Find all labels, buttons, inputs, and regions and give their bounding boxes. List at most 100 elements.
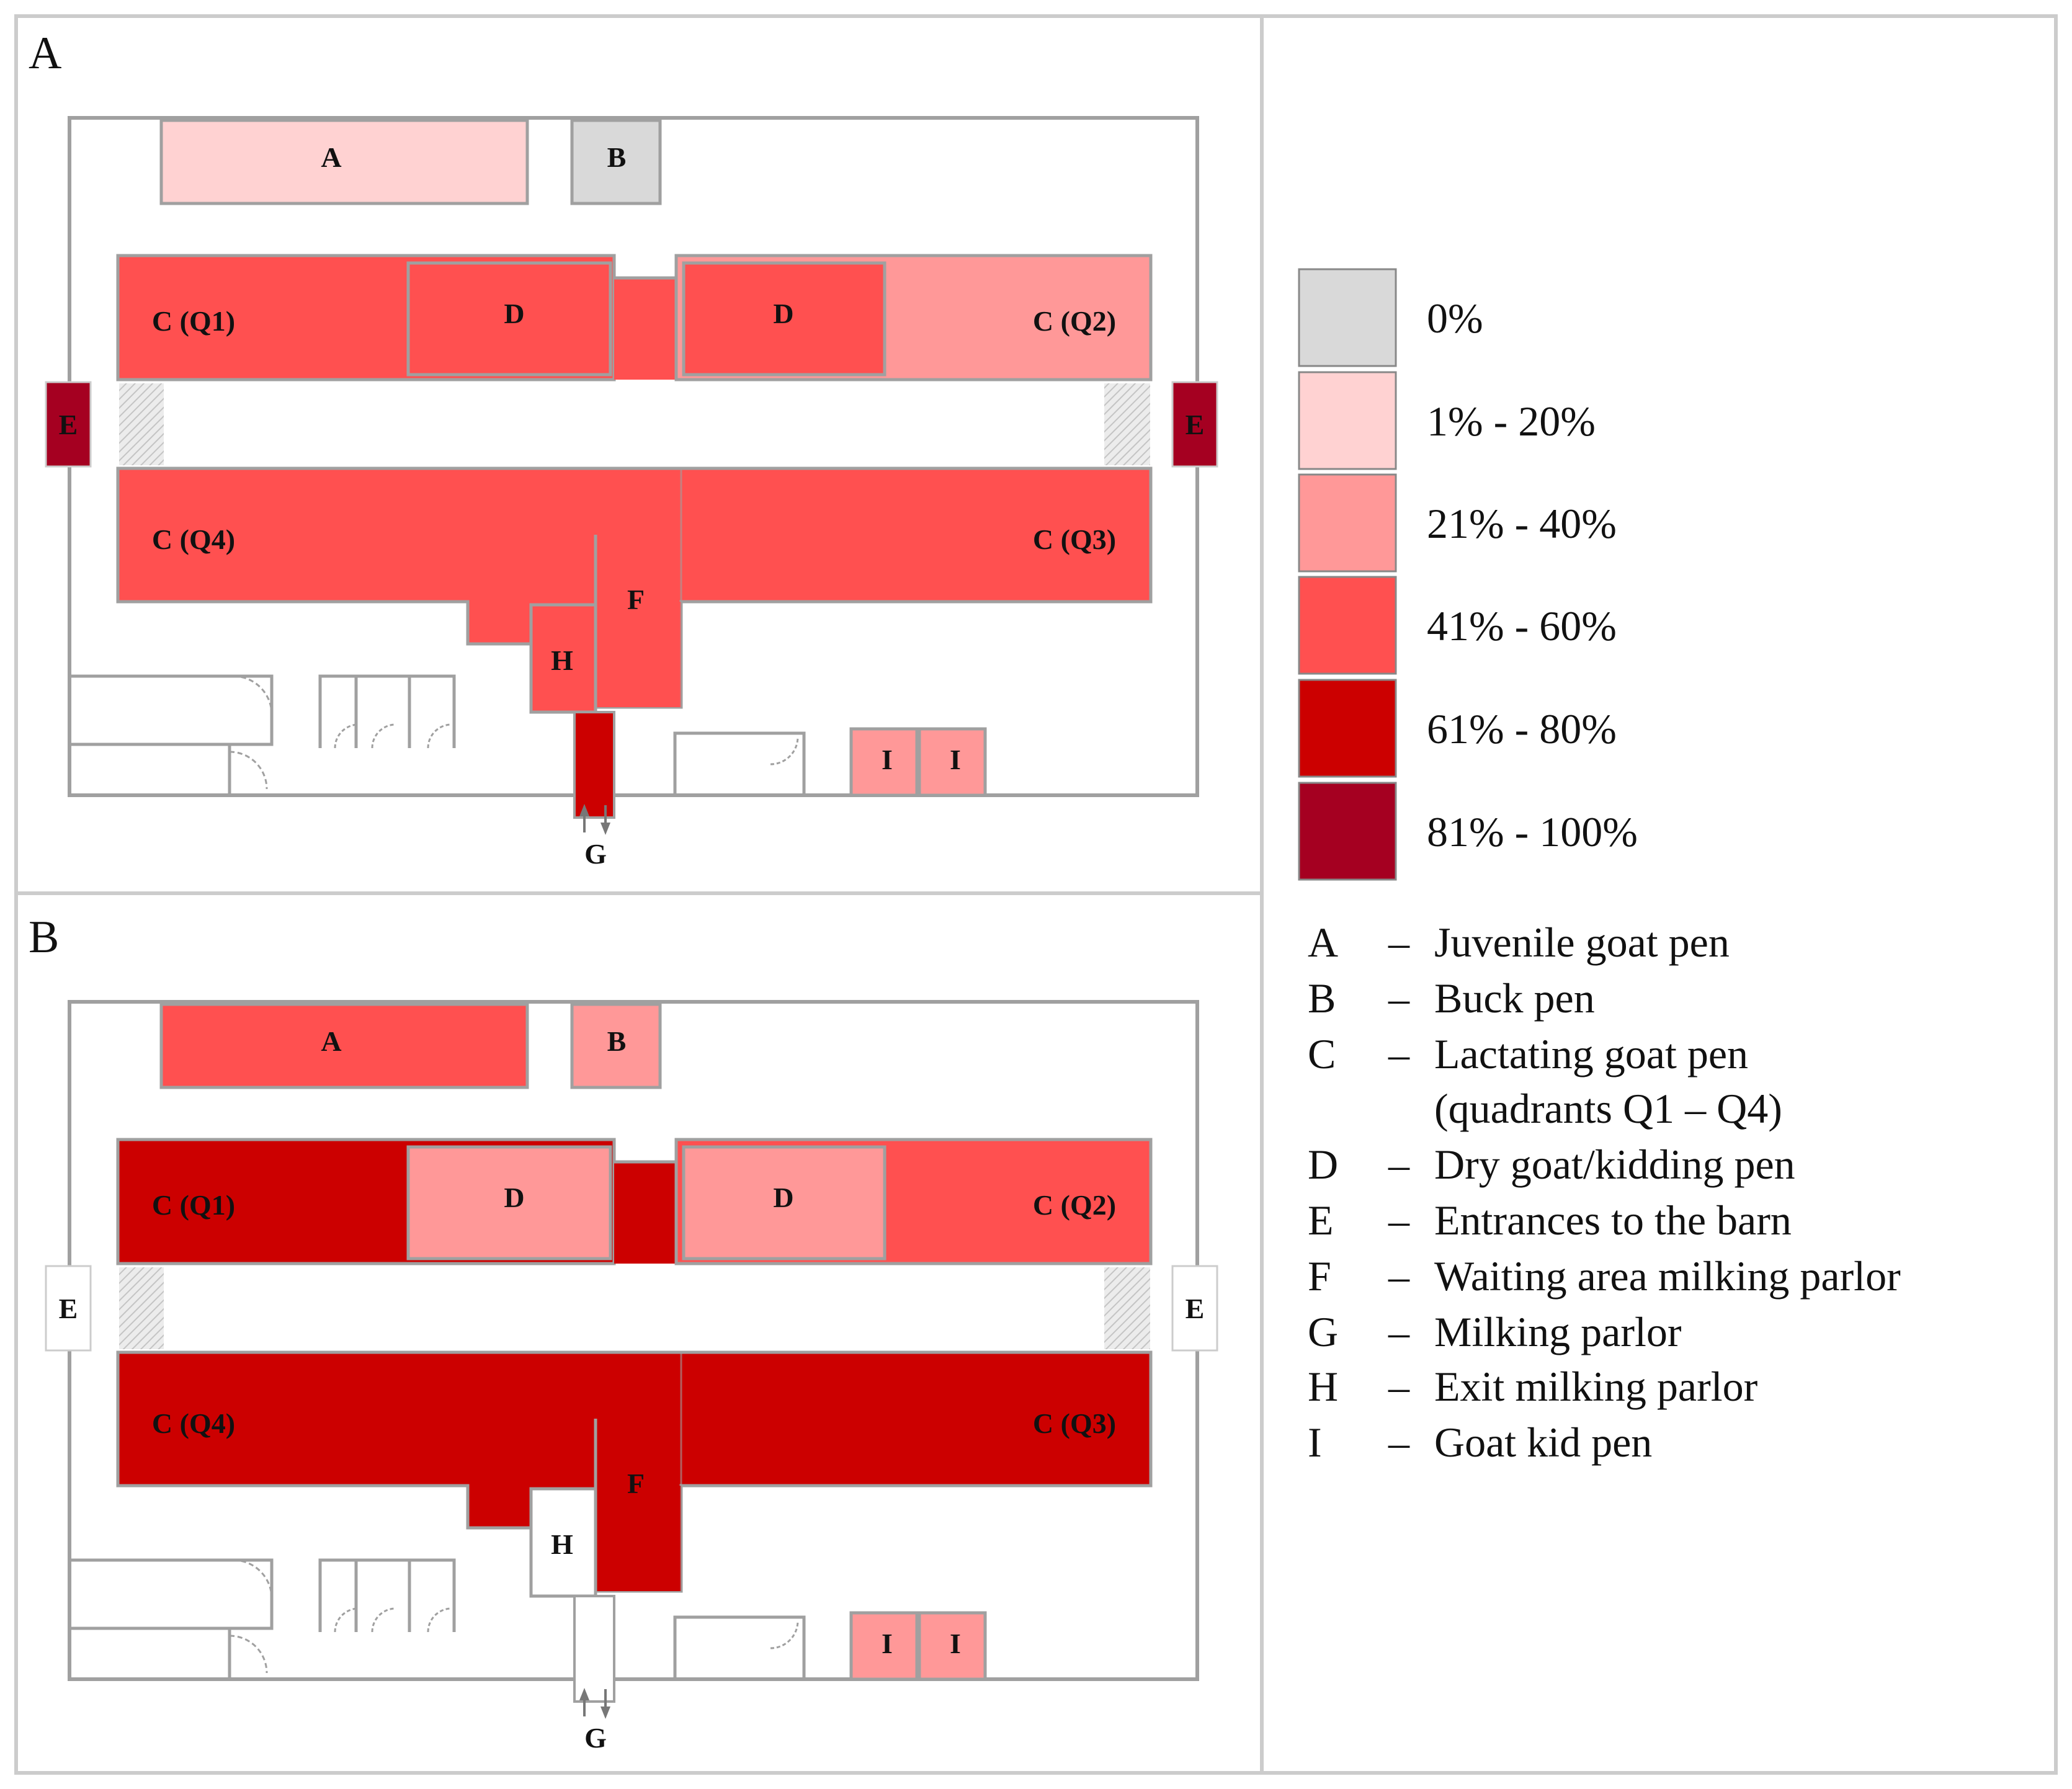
pen-d-right (682, 261, 886, 377)
zone-label: F (627, 1468, 645, 1499)
arrow-in-head (579, 1688, 589, 1700)
office-door (233, 675, 273, 715)
arrow-out-head (601, 1706, 610, 1719)
pen-b (570, 118, 662, 205)
legend-key-letter: G (1308, 1308, 1338, 1355)
legend-scale-label: 0% (1427, 295, 1483, 342)
legend-swatch (1298, 268, 1397, 367)
legend-key-dash: – (1388, 1197, 1410, 1244)
area-f (596, 602, 681, 707)
zone-label: I (882, 744, 893, 775)
legend-key-item: B – Buck pen (1308, 975, 1595, 1022)
pen-d-right (682, 1145, 886, 1260)
entrance-left (45, 381, 92, 468)
pen-d-left (406, 1145, 612, 1260)
area-h (529, 603, 597, 714)
legend-key-letter: B (1308, 975, 1336, 1022)
pen-i-2 (918, 727, 987, 797)
zone-label: F (627, 584, 645, 615)
zone-label: B (607, 141, 627, 173)
washroom-block (318, 674, 456, 748)
legend-swatch (1298, 473, 1397, 573)
zone-label: E (59, 409, 78, 440)
legend-key-text: Dry goat/kidding pen (1434, 1141, 1795, 1188)
legend-key-dash: – (1388, 1252, 1410, 1300)
panel-b: B A B C (Q1) D D C (Q2) E E C (Q4) C (Q3) F H G I I (29, 912, 1218, 1754)
zone-label: A (321, 141, 341, 173)
legend-key-dash: – (1388, 919, 1410, 966)
arrow-in-head (579, 804, 589, 816)
zone-label: C (Q2) (1033, 305, 1116, 337)
legend-key-text: Juvenile goat pen (1434, 919, 1730, 966)
legend-swatch (1298, 371, 1397, 470)
area-f (596, 1486, 681, 1591)
legend-key-item: E – Entrances to the barn (1308, 1197, 1792, 1244)
zone-label: E (1186, 1293, 1205, 1324)
legend-key-dash: – (1388, 1363, 1410, 1410)
zone-label: D (773, 298, 793, 329)
legend-key-item: (quadrants Q1 – Q4) (1434, 1085, 1782, 1132)
storage-door (770, 1620, 799, 1649)
zone-label: A (321, 1025, 341, 1057)
pen-c-middle (614, 278, 676, 380)
office-room (69, 674, 274, 746)
legend-key-letter: F (1308, 1252, 1331, 1300)
legend-key-letter: I (1308, 1419, 1322, 1466)
zone-label: I (950, 744, 961, 775)
legend-key-text: Waiting area milking parlor (1434, 1252, 1901, 1300)
zone-label: D (504, 298, 524, 329)
entrance-right (1171, 1265, 1218, 1352)
zone-label: E (59, 1293, 78, 1324)
legend-key-text: Goat kid pen (1434, 1419, 1652, 1466)
milking-parlor (573, 1595, 615, 1703)
zone-label: H (551, 645, 573, 676)
panel-letter: A (29, 28, 61, 79)
zone-label: E (1186, 409, 1205, 440)
legend-scale-label: 1% - 20% (1427, 398, 1596, 445)
zone-label: D (773, 1182, 793, 1213)
entrance-left (45, 1265, 92, 1352)
legend-key-text: (quadrants Q1 – Q4) (1434, 1085, 1782, 1132)
legend-swatch (1298, 679, 1397, 778)
legend-key-letter: E (1308, 1197, 1334, 1244)
legend-key-item: F – Waiting area milking parlor (1308, 1252, 1901, 1300)
zone-label: I (950, 1628, 961, 1659)
pen-c-middle (614, 1162, 676, 1264)
legend-key-letter: A (1308, 919, 1338, 966)
pen-a (159, 1002, 529, 1089)
milking-parlor (573, 711, 615, 819)
alley-hatch-right (1104, 1267, 1150, 1349)
zone-label: C (Q4) (152, 524, 235, 555)
alley-hatch-left (119, 1267, 164, 1349)
storage-room (673, 1615, 806, 1679)
entrance-right (1171, 381, 1218, 468)
arrow-out-head (601, 823, 610, 835)
zone-label: B (607, 1025, 627, 1057)
legend-scale-label: 21% - 40% (1427, 500, 1617, 547)
legend-key-letter: C (1308, 1030, 1336, 1077)
legend-scale-item: 21% - 40% (1298, 473, 1617, 573)
washroom-door (334, 1607, 359, 1633)
zone-label: G (584, 838, 607, 870)
legend-scale-label: 81% - 100% (1427, 808, 1638, 855)
legend-key-dash: – (1388, 1141, 1410, 1188)
washroom-door (427, 723, 452, 749)
washroom-door (334, 723, 359, 749)
zone-label: C (Q1) (152, 1189, 235, 1221)
washroom-door (371, 723, 396, 749)
legend-scale-item: 1% - 20% (1298, 371, 1596, 470)
legend-scale: 0% 1% - 20% 21% - 40% 41% - 60% 61% - 80… (1298, 268, 1638, 881)
legend-key-text: Lactating goat pen (1434, 1030, 1748, 1077)
pen-i-1 (849, 1611, 919, 1681)
entry-door (229, 751, 268, 790)
legend-key-item: C – Lactating goat pen (1308, 1030, 1748, 1077)
pen-i-2 (918, 1611, 987, 1681)
pen-b (570, 1002, 662, 1089)
legend-key-dash: – (1388, 1308, 1410, 1355)
legend-scale-item: 0% (1298, 268, 1483, 367)
legend-key-dash: – (1388, 1030, 1410, 1077)
storage-door (770, 736, 799, 765)
legend-key-text: Buck pen (1434, 975, 1595, 1022)
washroom-block (318, 1558, 456, 1632)
